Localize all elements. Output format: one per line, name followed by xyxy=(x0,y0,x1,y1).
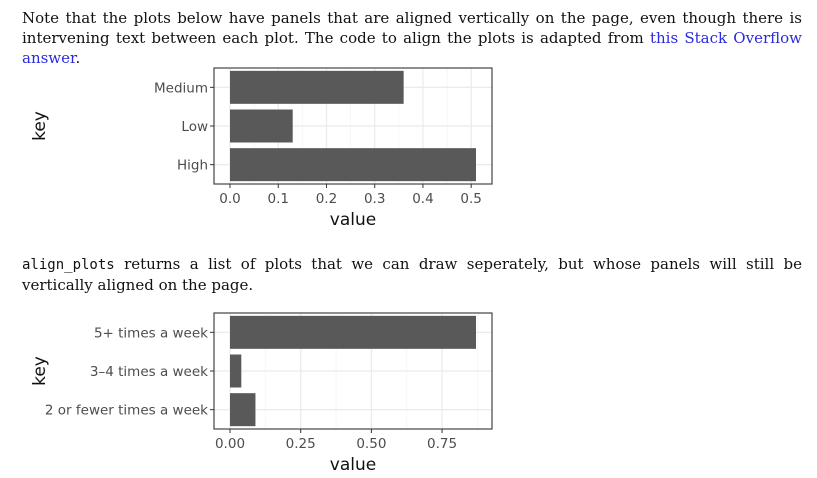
y-tick-label: Medium xyxy=(154,80,208,96)
x-tick-label: 0.75 xyxy=(427,436,457,452)
bar xyxy=(230,148,476,182)
y-tick-label: High xyxy=(177,158,208,174)
x-tick-label: 0.5 xyxy=(460,191,481,207)
bar xyxy=(230,109,293,143)
x-tick-label: 0.0 xyxy=(219,191,240,207)
bar xyxy=(230,70,404,104)
x-axis-title: value xyxy=(330,455,376,475)
x-tick-label: 0.1 xyxy=(267,191,288,207)
paragraph-intro-text: Note that the plots below have panels th… xyxy=(22,9,802,47)
stack-overflow-link[interactable]: this Stack Overflow answer xyxy=(22,29,802,67)
bar xyxy=(230,315,476,349)
x-tick-label: 0.2 xyxy=(316,191,337,207)
y-tick-label: 5+ times a week xyxy=(94,325,208,341)
y-axis-title: key xyxy=(30,111,50,141)
y-tick-label: Low xyxy=(181,119,208,135)
x-tick-label: 0.25 xyxy=(286,436,316,452)
paragraph-intro-end: . xyxy=(75,49,81,67)
y-tick-label: 2 or fewer times a week xyxy=(45,403,208,419)
x-tick-label: 0.00 xyxy=(215,436,245,452)
x-tick-label: 0.4 xyxy=(412,191,433,207)
y-tick-label: 3–4 times a week xyxy=(90,364,208,380)
paragraph-intro: Note that the plots below have panels th… xyxy=(22,8,802,68)
paragraph-align-plots-text: returns a list of plots that we can draw… xyxy=(22,255,802,294)
bar-chart-1: Medium Low High 0.0 0.1 0.2 0.3 0.4 0.5 value key xyxy=(30,67,493,230)
x-tick-label: 0.50 xyxy=(356,436,386,452)
bar-chart-2: 5+ times a week 3–4 times a week 2 or fewe… xyxy=(30,312,493,475)
align-plots-code: align_plots xyxy=(22,257,115,273)
y-axis-title: key xyxy=(30,356,50,386)
x-axis-title: value xyxy=(330,210,376,230)
bar xyxy=(230,393,256,427)
paragraph-align-plots: align_plots returns a list of plots that… xyxy=(22,254,802,295)
x-tick-label: 0.3 xyxy=(364,191,385,207)
bar xyxy=(230,354,242,388)
